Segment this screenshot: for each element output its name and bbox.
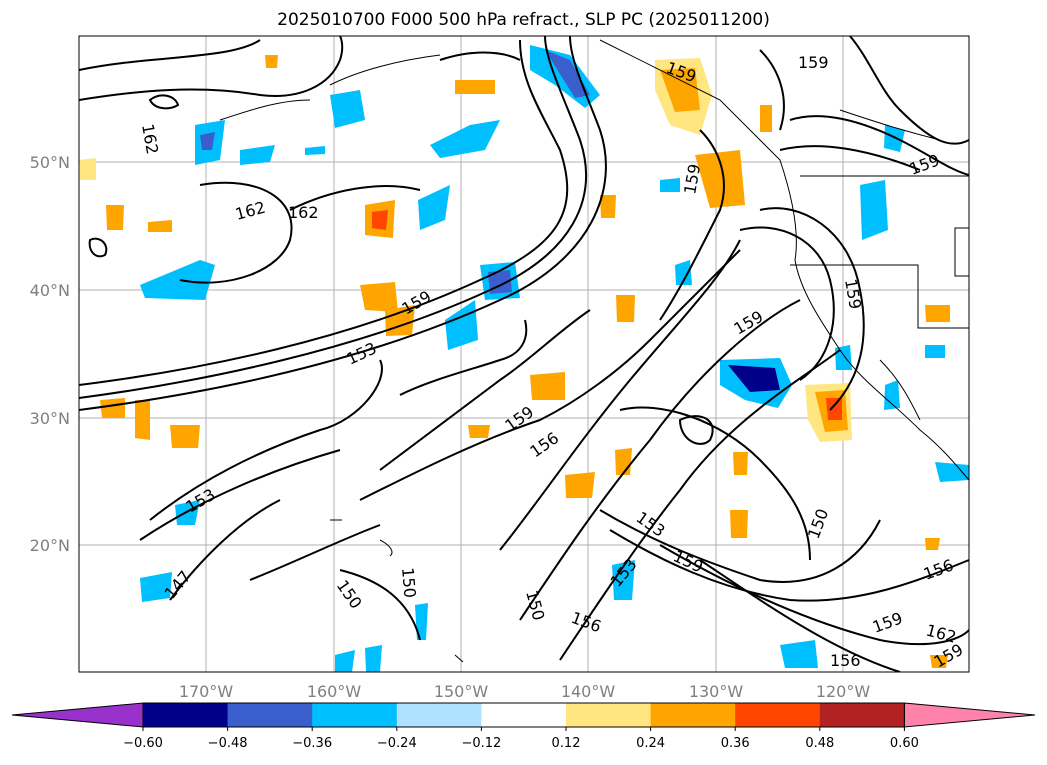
colorbar-border <box>142 702 905 728</box>
colorbar-segment <box>735 703 821 727</box>
colorbar-segment <box>312 703 398 727</box>
lon-label: 150°W <box>434 682 489 701</box>
contour-label: 159 <box>798 53 829 72</box>
contour-label: 162 <box>288 203 319 222</box>
lon-label: 140°W <box>561 682 616 701</box>
lon-label: 170°W <box>179 682 234 701</box>
contour-label: 150 <box>398 567 420 599</box>
map-title: 2025010700 F000 500 hPa refract., SLP PC… <box>277 10 770 30</box>
contour-label: 156 <box>830 651 861 670</box>
colorbar-tick-label: −0.60 <box>123 736 163 751</box>
map-border <box>78 35 970 673</box>
colorbar-segment <box>566 703 652 727</box>
gridlines <box>79 36 969 672</box>
colorbar-segment <box>819 703 905 727</box>
colorbar-extend-low <box>11 702 144 728</box>
colorbar-tick-label: 0.48 <box>805 736 834 751</box>
slp-contours <box>79 36 969 672</box>
coastlines <box>219 39 969 663</box>
lat-label: 20°N <box>30 536 70 555</box>
colorbar-segment <box>481 703 567 727</box>
latitude-labels: 50°N 40°N 30°N 20°N <box>30 153 70 555</box>
lon-label: 130°W <box>689 682 744 701</box>
colorbar-tick-label: 0.12 <box>552 736 581 751</box>
colorbar-segment <box>143 703 229 727</box>
colorbar-tick-label: 0.24 <box>636 736 665 751</box>
colorbar-tick-label: 0.60 <box>890 736 919 751</box>
colorbar-tick-label: −0.36 <box>292 736 332 751</box>
lat-label: 40°N <box>30 281 70 300</box>
lon-label: 120°W <box>816 682 871 701</box>
lat-label: 50°N <box>30 153 70 172</box>
colorbar-tick-label: 0.36 <box>721 736 750 751</box>
colorbar-segment <box>396 703 482 727</box>
colorbar-tick-label: −0.24 <box>377 736 417 751</box>
colorbar-extend-high <box>903 702 1036 728</box>
lon-label: 160°W <box>307 682 362 701</box>
longitude-labels: 170°W 160°W 150°W 140°W 130°W 120°W <box>179 682 871 701</box>
colorbar-segment <box>650 703 736 727</box>
colorbar-tick-label: −0.12 <box>461 736 501 751</box>
colorbar: −0.60 −0.48 −0.36 −0.24 −0.12 0.12 0.24 0.36 0.4… <box>11 702 1036 751</box>
colorbar-segment <box>227 703 313 727</box>
map-area <box>79 36 969 672</box>
map-content <box>79 36 969 672</box>
shaded-anomalies <box>80 45 969 672</box>
colorbar-tick-label: −0.48 <box>208 736 248 751</box>
lat-label: 30°N <box>30 409 70 428</box>
